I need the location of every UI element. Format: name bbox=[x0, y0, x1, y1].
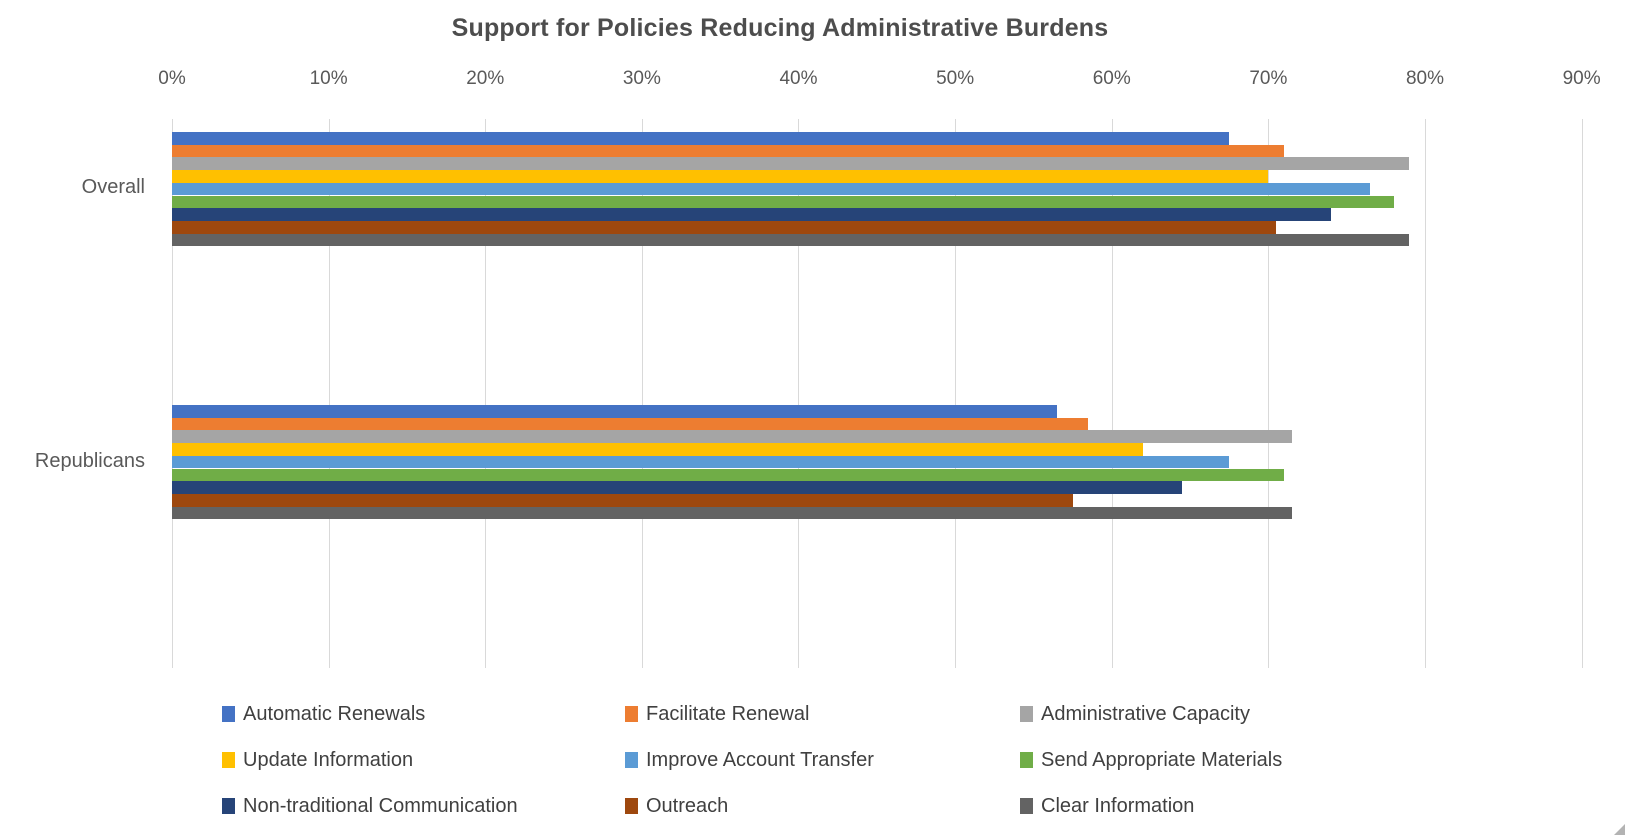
bar-overall-automatic-renewals bbox=[172, 132, 1230, 145]
legend-label: Improve Account Transfer bbox=[646, 748, 874, 771]
legend-swatch-icon bbox=[222, 798, 235, 814]
legend-item-improve-account-transfer: Improve Account Transfer bbox=[625, 749, 874, 771]
gridline bbox=[1268, 119, 1269, 668]
gridline bbox=[1582, 119, 1583, 668]
bar-republicans-clear-information bbox=[172, 506, 1292, 520]
category-label-overall: Overall bbox=[81, 176, 145, 198]
legend-swatch-icon bbox=[625, 798, 638, 814]
bar-overall-facilitate-renewal bbox=[172, 144, 1284, 158]
legend-swatch-icon bbox=[625, 752, 638, 768]
gridline bbox=[955, 119, 956, 668]
x-axis-tick-label: 80% bbox=[1405, 68, 1444, 89]
legend-item-outreach: Outreach bbox=[625, 795, 728, 817]
legend-item-administrative-capacity: Administrative Capacity bbox=[1020, 703, 1250, 725]
x-axis-tick-label: 40% bbox=[779, 68, 818, 89]
legend-label: Non-traditional Communication bbox=[243, 794, 518, 817]
gridline bbox=[1112, 119, 1113, 668]
legend-label: Clear Information bbox=[1041, 794, 1195, 817]
category-label-republicans: Republicans bbox=[34, 450, 145, 472]
legend-item-update-information: Update Information bbox=[222, 749, 413, 771]
legend-swatch-icon bbox=[1020, 706, 1033, 722]
x-axis-tick-label: 90% bbox=[1562, 68, 1601, 89]
bar-overall-clear-information bbox=[172, 233, 1410, 247]
legend-item-send-appropriate-materials: Send Appropriate Materials bbox=[1020, 749, 1282, 771]
bar-republicans-facilitate-renewal bbox=[172, 417, 1089, 431]
x-axis-tick-label: 30% bbox=[622, 68, 661, 89]
bar-republicans-non-traditional-communication bbox=[172, 481, 1183, 494]
legend-label: Outreach bbox=[646, 794, 729, 817]
bar-overall-send-appropriate-materials bbox=[172, 195, 1394, 209]
resize-handle-icon[interactable] bbox=[1614, 824, 1625, 835]
x-axis-tick-label: 20% bbox=[466, 68, 505, 89]
legend-swatch-icon bbox=[222, 752, 235, 768]
legend-item-facilitate-renewal: Facilitate Renewal bbox=[625, 703, 809, 725]
gridline bbox=[172, 119, 173, 668]
x-axis-tick-label: 60% bbox=[1092, 68, 1131, 89]
legend-swatch-icon bbox=[1020, 798, 1033, 814]
gridline bbox=[642, 119, 643, 668]
legend-swatch-icon bbox=[625, 706, 638, 722]
chart-title: Support for Policies Reducing Administra… bbox=[451, 14, 1109, 42]
bar-overall-non-traditional-communication bbox=[172, 208, 1331, 221]
x-axis-tick-label: 50% bbox=[936, 68, 975, 89]
legend-label: Send Appropriate Materials bbox=[1041, 748, 1283, 771]
bar-republicans-administrative-capacity bbox=[172, 430, 1292, 444]
gridline bbox=[485, 119, 486, 668]
legend-swatch-icon bbox=[222, 706, 235, 722]
legend-swatch-icon bbox=[1020, 752, 1033, 768]
gridline bbox=[1425, 119, 1426, 668]
gridline bbox=[798, 119, 799, 668]
x-axis-tick-label: 70% bbox=[1249, 68, 1288, 89]
legend-label: Administrative Capacity bbox=[1041, 702, 1250, 725]
legend-label: Automatic Renewals bbox=[243, 702, 426, 725]
gridline bbox=[329, 119, 330, 668]
bar-republicans-update-information bbox=[172, 443, 1144, 456]
x-axis-tick-label: 0% bbox=[158, 68, 186, 89]
legend-label: Facilitate Renewal bbox=[646, 702, 810, 725]
legend-item-clear-information: Clear Information bbox=[1020, 795, 1194, 817]
bar-republicans-send-appropriate-materials bbox=[172, 468, 1284, 482]
legend-item-automatic-renewals: Automatic Renewals bbox=[222, 703, 425, 725]
bar-overall-outreach bbox=[172, 220, 1277, 234]
bar-overall-improve-account-transfer bbox=[172, 182, 1371, 196]
bar-republicans-outreach bbox=[172, 493, 1073, 507]
legend-item-non-traditional-communication: Non-traditional Communication bbox=[222, 795, 518, 817]
legend-label: Update Information bbox=[243, 748, 414, 771]
bar-overall-update-information bbox=[172, 170, 1269, 183]
bar-republicans-automatic-renewals bbox=[172, 405, 1057, 418]
bar-republicans-improve-account-transfer bbox=[172, 455, 1230, 469]
x-axis-tick-label: 10% bbox=[309, 68, 348, 89]
bar-overall-administrative-capacity bbox=[172, 157, 1410, 171]
